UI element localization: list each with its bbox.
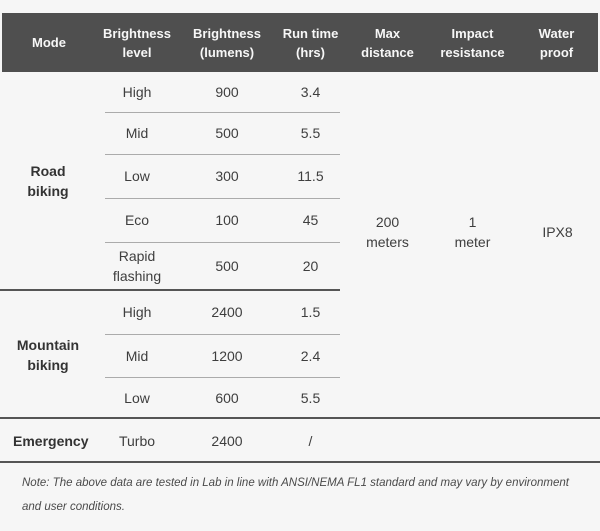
row-divider (105, 154, 340, 155)
mode-label: Road biking (27, 163, 69, 199)
header-cell-brightness-lumens: Brightness (lumens) (178, 13, 276, 72)
group-divider (0, 417, 600, 419)
runtime-cell: 2.4 (300, 347, 321, 364)
header-label: Brightness (lumens) (193, 25, 261, 60)
lumens-cell: 300 (215, 168, 239, 184)
runtime-cell: 3.4 (300, 84, 321, 100)
header-label: Max distance (361, 25, 414, 60)
header-label: Mode (32, 35, 66, 50)
lumens-cell: 1200 (211, 347, 243, 364)
level-cell: High (122, 304, 152, 320)
mode-cell-road-biking: Road biking (0, 72, 96, 290)
level-cell: High (122, 84, 152, 100)
runtime-cell: 5.5 (300, 125, 321, 141)
header-label: Impact resistance (440, 25, 505, 60)
lumens-cell: 600 (215, 390, 239, 406)
water-proof-value: IPX8 (542, 223, 573, 240)
level-cell: Low (124, 168, 150, 184)
level-cell: Low (124, 390, 150, 406)
header-cell-run-time: Run time (hrs) (276, 13, 345, 72)
group-divider (0, 461, 600, 463)
row-divider (105, 112, 340, 113)
header-cell-mode: Mode (2, 13, 96, 72)
row-divider (105, 334, 340, 335)
table-header-row: Mode Brightness level Brightness (lumens… (2, 13, 598, 72)
header-cell-brightness-level: Brightness level (96, 13, 178, 72)
row-divider (105, 198, 340, 199)
lumens-cell: 2400 (211, 433, 243, 449)
note-text: Note: The above data are tested in Lab i… (22, 477, 569, 513)
lumens-cell: 100 (215, 212, 239, 228)
table-body: Road biking Mountain biking Emergency Hi… (0, 72, 600, 463)
lumens-cell: 2400 (211, 304, 243, 320)
mode-cell-mountain-biking: Mountain biking (0, 290, 96, 419)
max-distance-value: 200 meters (366, 213, 409, 250)
level-cell: Mid (125, 347, 149, 364)
row-divider (105, 377, 340, 378)
water-proof-cell: IPX8 (515, 58, 600, 405)
runtime-cell: 1.5 (300, 304, 321, 320)
impact-resistance-value: 1 meter (454, 213, 491, 250)
level-cell: Eco (124, 212, 150, 228)
mode-label: Mountain biking (16, 336, 80, 373)
runtime-cell: 11.5 (297, 168, 324, 184)
header-label: Water proof (538, 25, 575, 60)
mode-cell-emergency: Emergency (0, 419, 96, 463)
mode-label: Emergency (13, 433, 89, 449)
header-cell-impact-resistance: Impact resistance (430, 13, 515, 72)
level-cell: Rapid flashing (96, 242, 178, 290)
runtime-cell: / (308, 433, 313, 449)
runtime-cell: 5.5 (300, 390, 321, 406)
impact-resistance-cell: 1 meter (430, 58, 515, 405)
max-distance-cell: 200 meters (345, 58, 430, 405)
header-cell-water-proof: Water proof (515, 13, 598, 72)
level-cell: Mid (125, 125, 149, 141)
lumens-cell: 500 (215, 258, 239, 274)
level-cell: Turbo (118, 433, 156, 449)
runtime-cell: 45 (302, 212, 319, 228)
runtime-cell: 20 (302, 258, 319, 274)
group-divider (0, 289, 340, 291)
row-divider (105, 242, 340, 243)
header-label: Brightness level (103, 25, 171, 60)
lumens-cell: 500 (215, 125, 239, 141)
level-label: Rapid flashing (112, 248, 162, 284)
header-cell-max-distance: Max distance (345, 13, 430, 72)
lumens-cell: 900 (215, 84, 239, 100)
header-label: Run time (hrs) (282, 25, 339, 60)
